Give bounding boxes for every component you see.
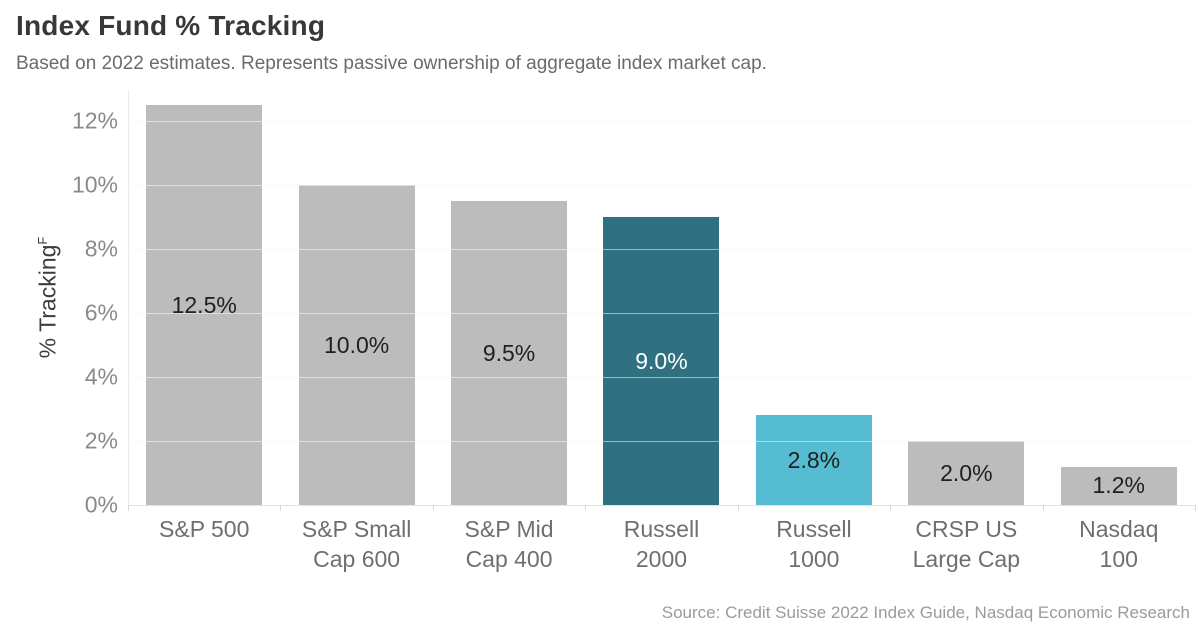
bar-russell-1000: 2.8% [755, 415, 872, 505]
chart-title: Index Fund % Tracking [16, 10, 326, 41]
bar-value-label: 9.0% [635, 347, 688, 374]
gridline-overlay-6% [128, 313, 1195, 314]
gridline-0% [128, 505, 1195, 506]
y-tick-label-8%: 8% [84, 235, 118, 262]
gridline-overlay-8% [128, 249, 1195, 250]
bar-value-label: 10.0% [324, 331, 390, 358]
gridline-overlay-10% [128, 185, 1195, 186]
x-axis-tick-mark [1195, 505, 1196, 511]
bar-column-6: 2.0% [890, 90, 1042, 505]
x-axis-label-russell-2000: Russell 2000 [623, 516, 700, 572]
x-axis-label-s-p-small-cap-600: S&P Small Cap 600 [301, 516, 412, 572]
bar-column-4: 9.0% [585, 90, 737, 505]
gridline-overlay-4% [128, 377, 1195, 378]
bar-value-label: 1.2% [1092, 472, 1145, 499]
bar-value-label: 2.0% [940, 459, 993, 486]
x-axis-tick-mark [585, 505, 587, 511]
chart-subtitle: Based on 2022 estimates. Represents pass… [16, 53, 767, 74]
y-tick-label-2%: 2% [84, 427, 118, 454]
plot-area: 12.5% 10.0% 9.5% 9.0% 2.8% 2.0% 1.2% [128, 90, 1196, 511]
x-axis-tick-mark [128, 505, 129, 511]
source-credit: Source: Credit Suisse 2022 Index Guide, … [661, 603, 1190, 622]
bar-value-label: 2.8% [787, 446, 841, 473]
gridline-overlay-2% [128, 441, 1195, 442]
x-axis-label-s-p-mid-cap-400: S&P Mid Cap 400 [464, 516, 554, 572]
x-axis-tick-mark [432, 505, 434, 511]
bar-value-label: 9.5% [482, 339, 536, 366]
bar-s-p-500: 12.5% [146, 105, 263, 505]
bar-russell-2000: 9.0% [603, 217, 720, 505]
bar-column-3: 9.5% [433, 90, 585, 505]
bar-column-5: 2.8% [738, 90, 890, 505]
bar-value-label: 12.5% [171, 291, 237, 318]
x-axis-label-s-p-500: S&P 500 [159, 516, 250, 542]
bar-column-7: 1.2% [1043, 90, 1195, 505]
x-axis-labels: S&P 500 S&P Small Cap 600 S&P Mid Cap 400 R… [128, 514, 1195, 574]
bar-crsp-us-large-cap: 2.0% [908, 441, 1025, 505]
x-axis-tick-mark [280, 505, 282, 511]
y-axis-tick-labels: 0% 2% 4% 6% 8% 10% 12% [0, 0, 118, 636]
gridline-overlay-12% [128, 121, 1195, 122]
bar-nasdaq-100: 1.2% [1060, 466, 1177, 505]
bar-s-p-small-cap-600: 10.0% [298, 185, 415, 505]
y-tick-label-6%: 6% [84, 299, 118, 326]
bar-series: 12.5% 10.0% 9.5% 9.0% 2.8% 2.0% 1.2% [128, 90, 1195, 505]
x-axis-tick-mark [1042, 505, 1044, 511]
bar-column-1: 12.5% [128, 90, 280, 505]
bar-column-2: 10.0% [280, 90, 432, 505]
y-tick-label-0%: 0% [84, 491, 118, 518]
y-tick-label-10%: 10% [71, 171, 118, 198]
x-axis-label-russell-1000: Russell 1000 [776, 516, 852, 572]
y-axis-line [128, 90, 129, 505]
y-tick-label-4%: 4% [84, 363, 118, 390]
x-axis-tick-mark [890, 505, 892, 511]
bar-s-p-mid-cap-400: 9.5% [451, 201, 568, 505]
x-axis-label-crsp-us-large-cap: CRSP US Large Cap [912, 516, 1021, 572]
x-axis-tick-mark [737, 505, 739, 511]
x-axis-label-nasdaq-100: Nasdaq 100 [1079, 516, 1159, 572]
y-tick-label-12%: 12% [71, 107, 118, 134]
